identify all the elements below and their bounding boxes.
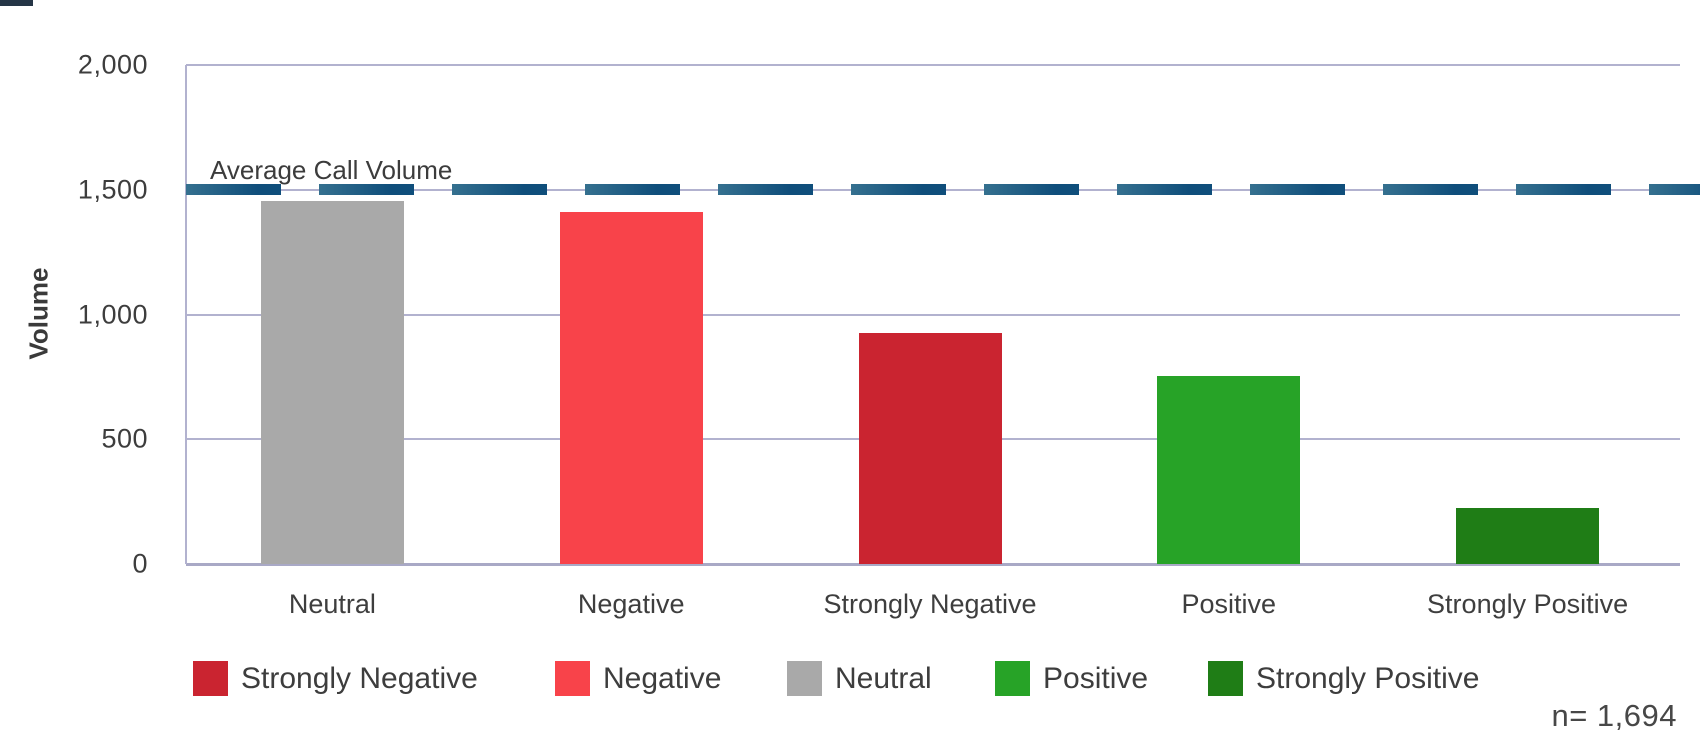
bar-strongly-negative[interactable] [858, 333, 1002, 564]
legend-swatch-icon [555, 661, 590, 696]
bar-strongly-positive[interactable] [1456, 507, 1600, 564]
gridline-2,000 [186, 64, 1680, 66]
x-tick-label-4: Strongly Positive [1427, 589, 1629, 619]
average-call-volume-reference-line [186, 184, 1700, 196]
legend-item-neutral[interactable]: Neutral [787, 661, 932, 696]
y-tick-label-4: 2,000 [77, 49, 148, 80]
legend-swatch-icon [1208, 661, 1243, 696]
legend-label: Strongly Negative [241, 661, 478, 695]
screenshot-corner-artifact [0, 0, 33, 6]
gridline-0 [186, 563, 1680, 566]
x-tick-label-2: Strongly Negative [823, 589, 1037, 619]
x-tick-label-1: Negative [577, 589, 685, 619]
y-axis-line [185, 65, 187, 564]
y-tick-label-1: 500 [101, 423, 148, 454]
legend-item-positive[interactable]: Positive [995, 661, 1148, 696]
y-tick-label-3: 1,500 [77, 174, 148, 205]
bar-positive[interactable] [1157, 375, 1301, 564]
legend-label: Positive [1043, 661, 1149, 695]
gridline-1,000 [186, 313, 1680, 316]
legend-swatch-icon [193, 661, 228, 696]
x-tick-label-0: Neutral [288, 589, 376, 619]
legend-swatch-icon [995, 661, 1030, 696]
average-line-label: Average Call Volume [210, 155, 453, 185]
sample-size-label: n= 1,694 [1551, 698, 1677, 733]
bar-neutral[interactable] [260, 200, 404, 564]
y-tick-label-0: 0 [132, 548, 148, 579]
y-tick-label-2: 1,000 [77, 299, 148, 329]
bar-negative[interactable] [559, 212, 703, 564]
legend-item-negative[interactable]: Negative [555, 661, 721, 696]
legend-label: Strongly Positive [1256, 661, 1480, 695]
legend-label: Negative [603, 661, 722, 695]
legend-item-strongly-positive[interactable]: Strongly Positive [1208, 661, 1479, 696]
legend-item-strongly-negative[interactable]: Strongly Negative [193, 661, 478, 696]
legend-swatch-icon [787, 661, 822, 696]
x-tick-label-3: Positive [1181, 589, 1277, 619]
legend-label: Neutral [835, 661, 932, 695]
